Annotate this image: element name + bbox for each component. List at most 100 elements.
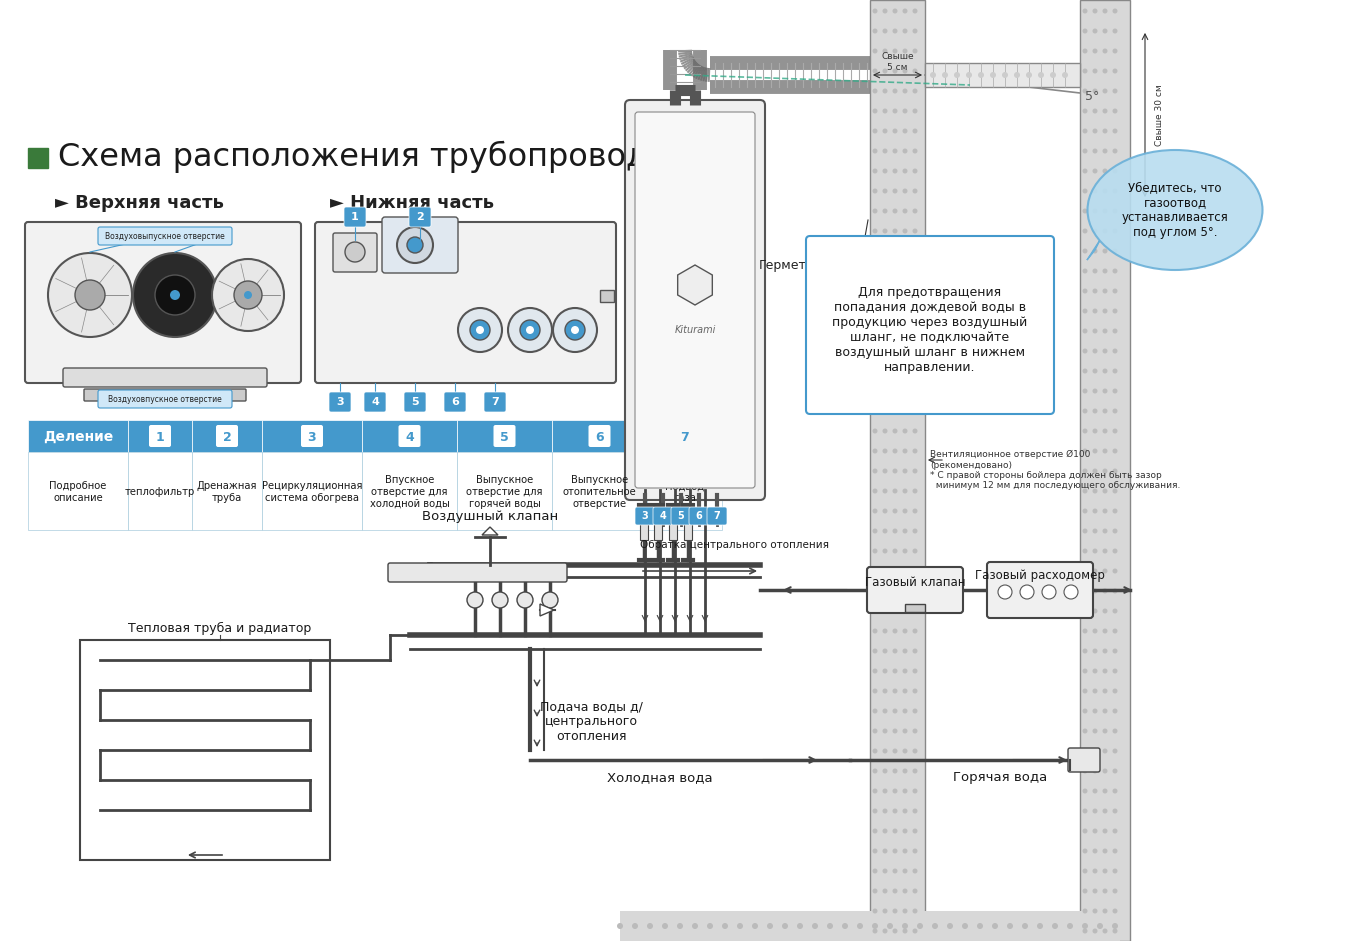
Circle shape: [1082, 789, 1087, 793]
Circle shape: [1082, 209, 1087, 214]
Bar: [925, 63, 1081, 87]
Circle shape: [912, 549, 917, 553]
Circle shape: [893, 69, 897, 73]
FancyBboxPatch shape: [625, 100, 765, 500]
Circle shape: [1102, 508, 1108, 514]
Circle shape: [912, 168, 917, 173]
Circle shape: [912, 69, 917, 73]
Circle shape: [893, 209, 897, 214]
Circle shape: [1082, 229, 1087, 233]
Circle shape: [902, 609, 908, 614]
Circle shape: [990, 72, 996, 78]
Circle shape: [1102, 648, 1108, 653]
Circle shape: [893, 769, 897, 774]
Circle shape: [873, 808, 877, 814]
Circle shape: [893, 408, 897, 413]
Circle shape: [873, 869, 877, 873]
Text: Воздуховыпускное отверстие: Воздуховыпускное отверстие: [105, 231, 225, 241]
Circle shape: [1102, 808, 1108, 814]
Circle shape: [873, 648, 877, 653]
Circle shape: [1082, 588, 1087, 594]
Bar: [669, 524, 677, 540]
Circle shape: [1102, 129, 1108, 134]
Circle shape: [1093, 108, 1098, 114]
Text: 6: 6: [451, 397, 459, 407]
Circle shape: [1102, 728, 1108, 733]
Bar: [128, 420, 192, 452]
Circle shape: [893, 549, 897, 553]
Circle shape: [902, 69, 908, 73]
Circle shape: [882, 389, 888, 393]
Circle shape: [1093, 728, 1098, 733]
Circle shape: [1037, 72, 1044, 78]
Circle shape: [212, 259, 285, 331]
Circle shape: [1093, 869, 1098, 873]
Circle shape: [1082, 28, 1087, 34]
Bar: [28, 148, 49, 168]
Circle shape: [1093, 309, 1098, 313]
Circle shape: [882, 869, 888, 873]
Polygon shape: [1087, 240, 1099, 260]
Circle shape: [1113, 488, 1117, 493]
Circle shape: [1113, 828, 1117, 834]
Circle shape: [1113, 869, 1117, 873]
Text: Тепловая труба и радиатор: Тепловая труба и радиатор: [128, 622, 312, 635]
Circle shape: [893, 629, 897, 633]
Circle shape: [873, 28, 877, 34]
Circle shape: [873, 309, 877, 313]
Circle shape: [1102, 668, 1108, 674]
Bar: [28, 420, 128, 452]
Circle shape: [1093, 908, 1098, 914]
Circle shape: [1102, 108, 1108, 114]
Circle shape: [1082, 828, 1087, 834]
Circle shape: [902, 289, 908, 294]
Text: Воздушный клапан: Воздушный клапан: [422, 510, 558, 523]
Circle shape: [1093, 808, 1098, 814]
Circle shape: [1102, 348, 1108, 354]
Circle shape: [912, 689, 917, 694]
Circle shape: [902, 248, 908, 253]
Circle shape: [1093, 268, 1098, 274]
FancyBboxPatch shape: [635, 507, 656, 525]
Circle shape: [902, 588, 908, 594]
Circle shape: [882, 188, 888, 194]
Circle shape: [1082, 449, 1087, 454]
Circle shape: [882, 408, 888, 413]
FancyBboxPatch shape: [63, 368, 267, 387]
Text: ► Нижняя часть: ► Нижняя часть: [331, 194, 494, 212]
Circle shape: [509, 308, 552, 352]
Circle shape: [882, 609, 888, 614]
Circle shape: [1082, 268, 1087, 274]
Circle shape: [1093, 629, 1098, 633]
Circle shape: [1113, 428, 1117, 434]
Circle shape: [1082, 929, 1087, 933]
Circle shape: [751, 923, 758, 929]
Circle shape: [882, 149, 888, 153]
Bar: [870, 0, 925, 941]
Circle shape: [631, 923, 638, 929]
Circle shape: [893, 648, 897, 653]
Circle shape: [902, 108, 908, 114]
Circle shape: [902, 469, 908, 473]
FancyBboxPatch shape: [98, 390, 232, 408]
Circle shape: [1093, 149, 1098, 153]
Circle shape: [1113, 209, 1117, 214]
Circle shape: [1082, 869, 1087, 873]
Circle shape: [1093, 648, 1098, 653]
Circle shape: [1102, 488, 1108, 493]
Circle shape: [1112, 923, 1118, 929]
Circle shape: [902, 168, 908, 173]
Circle shape: [1113, 629, 1117, 633]
Circle shape: [873, 469, 877, 473]
Circle shape: [134, 253, 217, 337]
Circle shape: [912, 328, 917, 333]
Circle shape: [902, 28, 908, 34]
Circle shape: [1082, 369, 1087, 374]
Circle shape: [893, 709, 897, 713]
Circle shape: [1102, 888, 1108, 894]
Text: 7: 7: [680, 430, 689, 443]
Circle shape: [893, 908, 897, 914]
Circle shape: [882, 469, 888, 473]
Circle shape: [648, 923, 653, 929]
Circle shape: [882, 328, 888, 333]
